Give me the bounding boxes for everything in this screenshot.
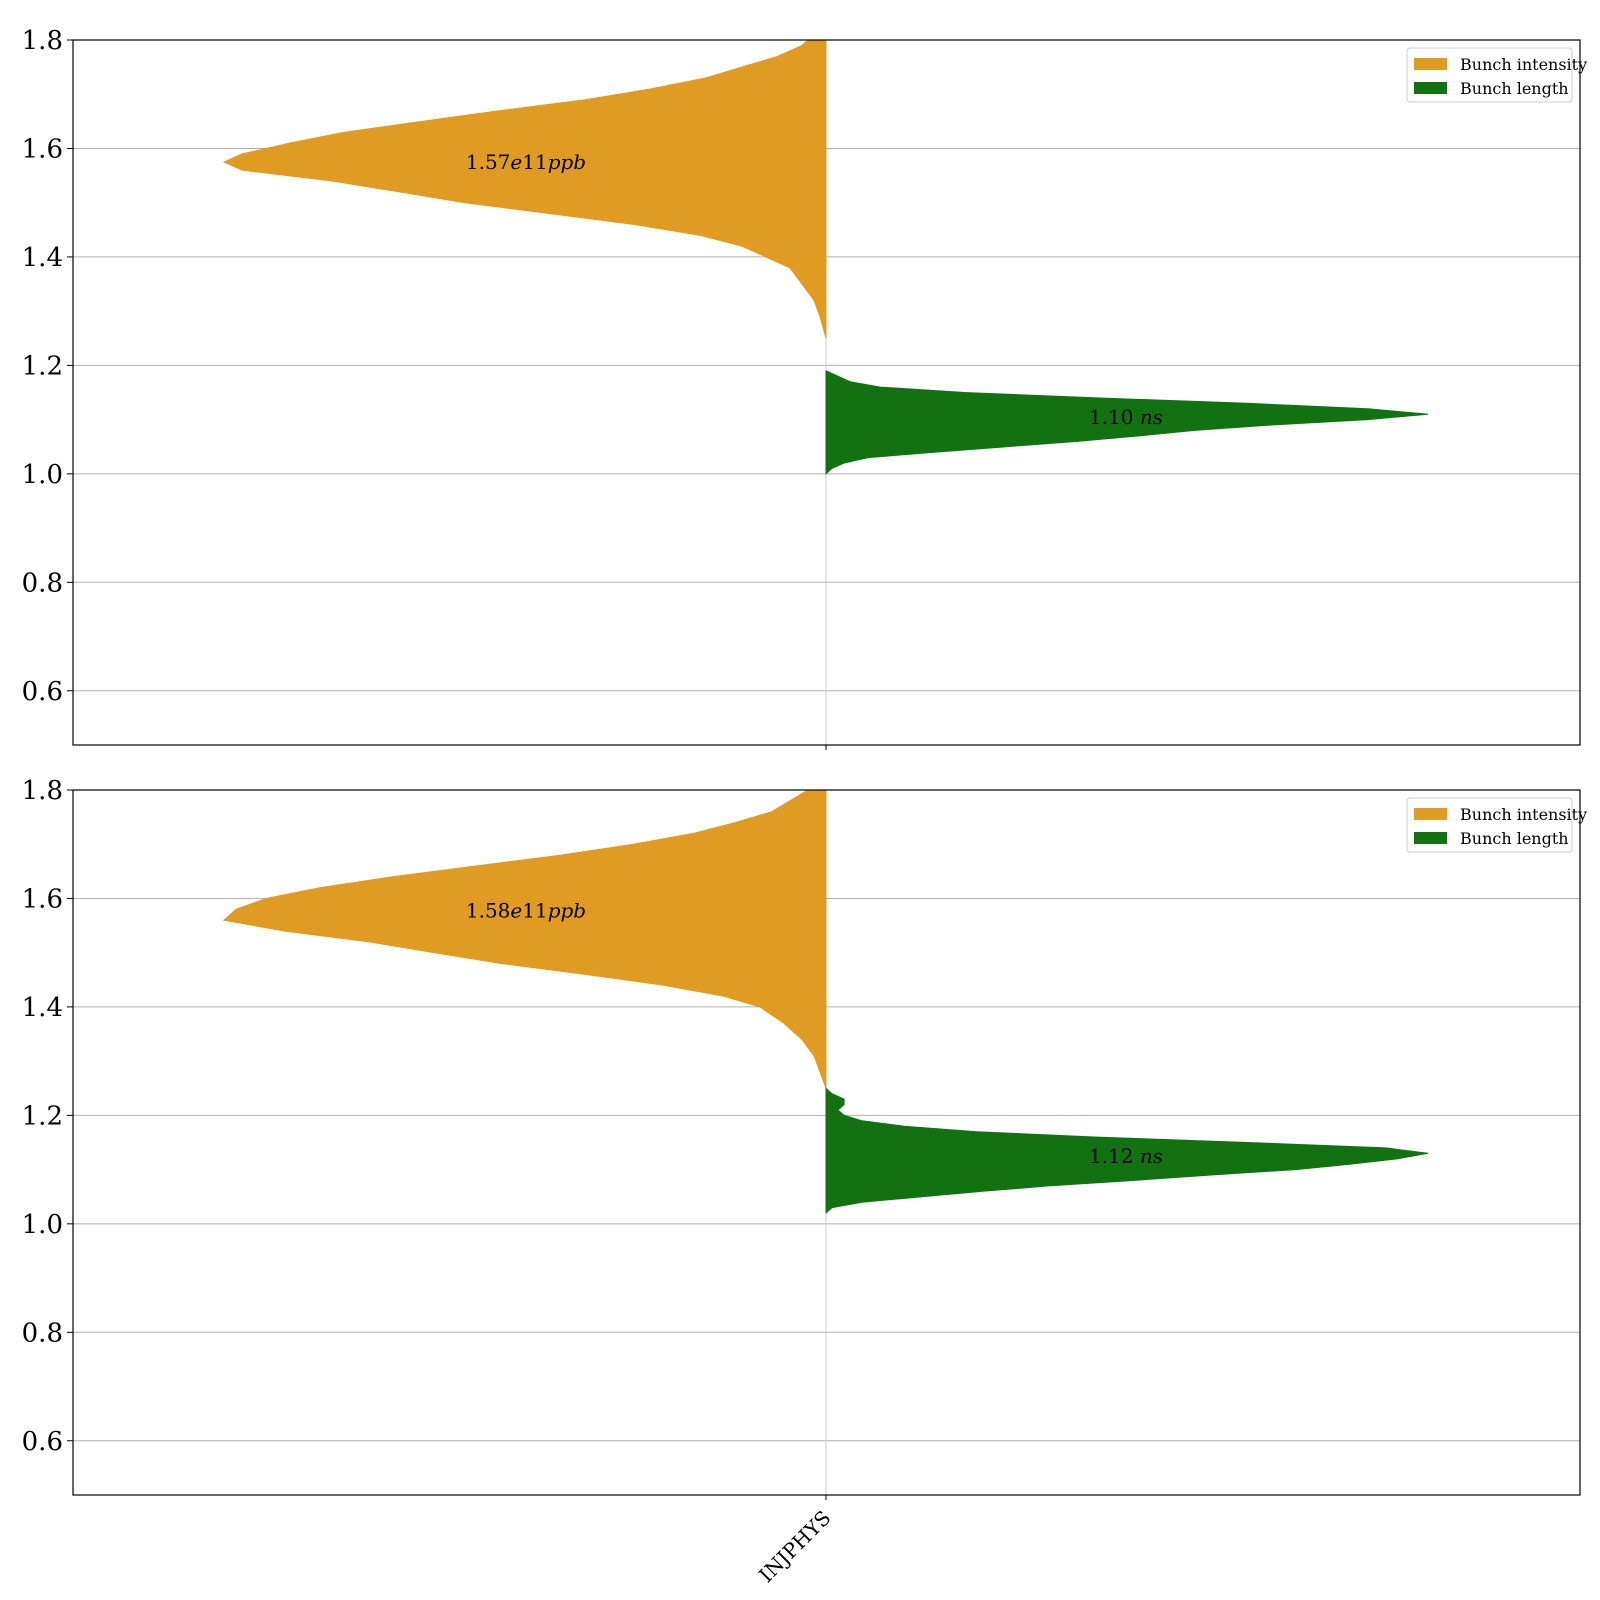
violin-intensity	[222, 40, 827, 339]
chart-panel-2: 1.58e11ppb 1.12 ns 0.6 0.8 1.0 1.2 1.4 1.6 1.8 Bu…	[22, 776, 1587, 1500]
legend-swatch	[1414, 808, 1447, 820]
y-tick-label: 1.0	[22, 460, 63, 490]
annotation-exponent: 11	[522, 150, 547, 174]
annotation-unit: ns	[1134, 405, 1164, 429]
annotation-length: 1.10 ns	[1089, 405, 1163, 429]
legend-swatch	[1414, 832, 1447, 844]
annotation-e: e	[510, 898, 522, 922]
violin-length	[825, 1087, 1429, 1215]
annotation-value: 1.12	[1089, 1144, 1134, 1168]
annotation-value: 1.58	[466, 898, 511, 922]
y-tick-label: 1.2	[22, 1101, 63, 1131]
y-tick-label: 1.8	[22, 776, 63, 806]
y-tick-label: 0.6	[22, 677, 63, 707]
legend-label: Bunch length	[1460, 829, 1569, 848]
y-tick-label: 1.0	[22, 1210, 63, 1240]
y-tick-label: 0.8	[22, 568, 63, 598]
y-tick-label: 0.8	[22, 1318, 63, 1348]
violin-group	[222, 40, 1429, 475]
y-tick-label: 1.6	[22, 884, 63, 914]
legend: Bunch intensity Bunch length	[1406, 797, 1587, 853]
y-tick-label: 1.4	[22, 993, 63, 1023]
annotation-unit: ns	[1134, 1144, 1164, 1168]
legend-label: Bunch length	[1460, 79, 1569, 98]
annotation-intensity: 1.57e11ppb	[466, 150, 586, 174]
y-tick-label: 1.6	[22, 134, 63, 164]
y-tick-label: 1.2	[22, 351, 63, 381]
legend-label: Bunch intensity	[1460, 55, 1587, 74]
legend: Bunch intensity Bunch length	[1406, 47, 1587, 103]
legend-frame	[1406, 797, 1573, 853]
annotation-length: 1.12 ns	[1089, 1144, 1163, 1168]
y-tick-label: 1.4	[22, 243, 63, 273]
annotation-value: 1.10	[1089, 405, 1134, 429]
annotation-exponent: 11	[522, 898, 547, 922]
annotation-intensity: 1.58e11ppb	[466, 898, 586, 922]
legend-frame	[1406, 47, 1573, 103]
legend-label: Bunch intensity	[1460, 805, 1587, 824]
legend-swatch	[1414, 58, 1447, 70]
annotation-unit: ppb	[548, 150, 586, 174]
y-tick-label: 1.8	[22, 26, 63, 56]
y-tick-label: 0.6	[22, 1427, 63, 1457]
annotation-unit: ppb	[548, 898, 586, 922]
annotation-value: 1.57	[466, 150, 511, 174]
violin-intensity	[222, 790, 827, 1089]
x-tick-label: INJPHYS	[754, 1506, 835, 1587]
legend-swatch	[1414, 82, 1447, 94]
annotation-e: e	[510, 150, 522, 174]
violin-group	[222, 790, 1429, 1215]
violin-length	[825, 370, 1429, 475]
chart-panel-1: 1.57e11ppb 1.10 ns 0.6 0.8 1.0 1.2 1.4 1.6 1.8 Bu…	[22, 26, 1587, 750]
